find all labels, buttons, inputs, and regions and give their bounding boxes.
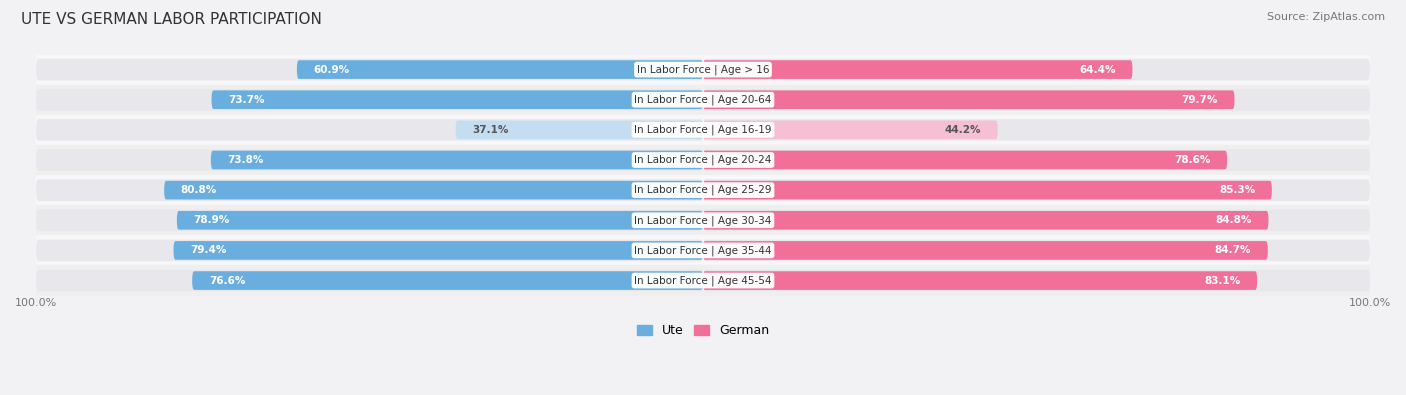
Bar: [37, 205, 1369, 235]
FancyBboxPatch shape: [703, 209, 1369, 231]
FancyBboxPatch shape: [703, 120, 998, 139]
FancyBboxPatch shape: [703, 60, 1132, 79]
Text: 37.1%: 37.1%: [472, 125, 509, 135]
Text: In Labor Force | Age > 16: In Labor Force | Age > 16: [637, 64, 769, 75]
Bar: [37, 55, 1369, 85]
FancyBboxPatch shape: [37, 89, 703, 111]
Text: 64.4%: 64.4%: [1080, 64, 1116, 75]
Text: 85.3%: 85.3%: [1219, 185, 1256, 195]
FancyBboxPatch shape: [703, 271, 1257, 290]
FancyBboxPatch shape: [177, 211, 703, 229]
FancyBboxPatch shape: [193, 271, 703, 290]
FancyBboxPatch shape: [37, 209, 703, 231]
FancyBboxPatch shape: [37, 179, 703, 201]
FancyBboxPatch shape: [37, 240, 703, 261]
Bar: [37, 265, 1369, 295]
Bar: [37, 115, 1369, 145]
Text: 60.9%: 60.9%: [314, 64, 350, 75]
Text: 73.8%: 73.8%: [228, 155, 264, 165]
Text: 44.2%: 44.2%: [945, 125, 981, 135]
Bar: [37, 175, 1369, 205]
Text: UTE VS GERMAN LABOR PARTICIPATION: UTE VS GERMAN LABOR PARTICIPATION: [21, 12, 322, 27]
FancyBboxPatch shape: [703, 181, 1272, 199]
Text: 84.7%: 84.7%: [1215, 245, 1251, 256]
Text: 78.6%: 78.6%: [1174, 155, 1211, 165]
Text: In Labor Force | Age 16-19: In Labor Force | Age 16-19: [634, 124, 772, 135]
Text: 73.7%: 73.7%: [228, 95, 264, 105]
Text: In Labor Force | Age 35-44: In Labor Force | Age 35-44: [634, 245, 772, 256]
Text: 83.1%: 83.1%: [1205, 276, 1240, 286]
FancyBboxPatch shape: [703, 240, 1369, 261]
Text: In Labor Force | Age 20-24: In Labor Force | Age 20-24: [634, 155, 772, 165]
FancyBboxPatch shape: [37, 59, 703, 81]
Text: 79.7%: 79.7%: [1181, 95, 1218, 105]
Text: 76.6%: 76.6%: [209, 276, 245, 286]
FancyBboxPatch shape: [37, 119, 703, 141]
FancyBboxPatch shape: [211, 90, 703, 109]
Bar: [37, 145, 1369, 175]
Text: Source: ZipAtlas.com: Source: ZipAtlas.com: [1267, 12, 1385, 22]
Text: 80.8%: 80.8%: [181, 185, 217, 195]
Text: In Labor Force | Age 25-29: In Labor Force | Age 25-29: [634, 185, 772, 196]
Bar: [37, 235, 1369, 265]
Text: 79.4%: 79.4%: [190, 245, 226, 256]
FancyBboxPatch shape: [703, 179, 1369, 201]
FancyBboxPatch shape: [703, 59, 1369, 81]
Text: In Labor Force | Age 45-54: In Labor Force | Age 45-54: [634, 275, 772, 286]
Text: 84.8%: 84.8%: [1215, 215, 1251, 225]
Text: In Labor Force | Age 20-64: In Labor Force | Age 20-64: [634, 94, 772, 105]
FancyBboxPatch shape: [703, 119, 1369, 141]
FancyBboxPatch shape: [703, 150, 1227, 169]
FancyBboxPatch shape: [703, 270, 1369, 292]
FancyBboxPatch shape: [703, 90, 1234, 109]
FancyBboxPatch shape: [703, 89, 1369, 111]
FancyBboxPatch shape: [703, 211, 1268, 229]
Bar: [37, 85, 1369, 115]
FancyBboxPatch shape: [37, 149, 703, 171]
FancyBboxPatch shape: [211, 150, 703, 169]
FancyBboxPatch shape: [456, 120, 703, 139]
FancyBboxPatch shape: [173, 241, 703, 260]
Legend: Ute, German: Ute, German: [633, 320, 773, 342]
Text: 78.9%: 78.9%: [194, 215, 229, 225]
FancyBboxPatch shape: [297, 60, 703, 79]
FancyBboxPatch shape: [37, 270, 703, 292]
FancyBboxPatch shape: [165, 181, 703, 199]
Text: In Labor Force | Age 30-34: In Labor Force | Age 30-34: [634, 215, 772, 226]
FancyBboxPatch shape: [703, 149, 1369, 171]
FancyBboxPatch shape: [703, 241, 1268, 260]
